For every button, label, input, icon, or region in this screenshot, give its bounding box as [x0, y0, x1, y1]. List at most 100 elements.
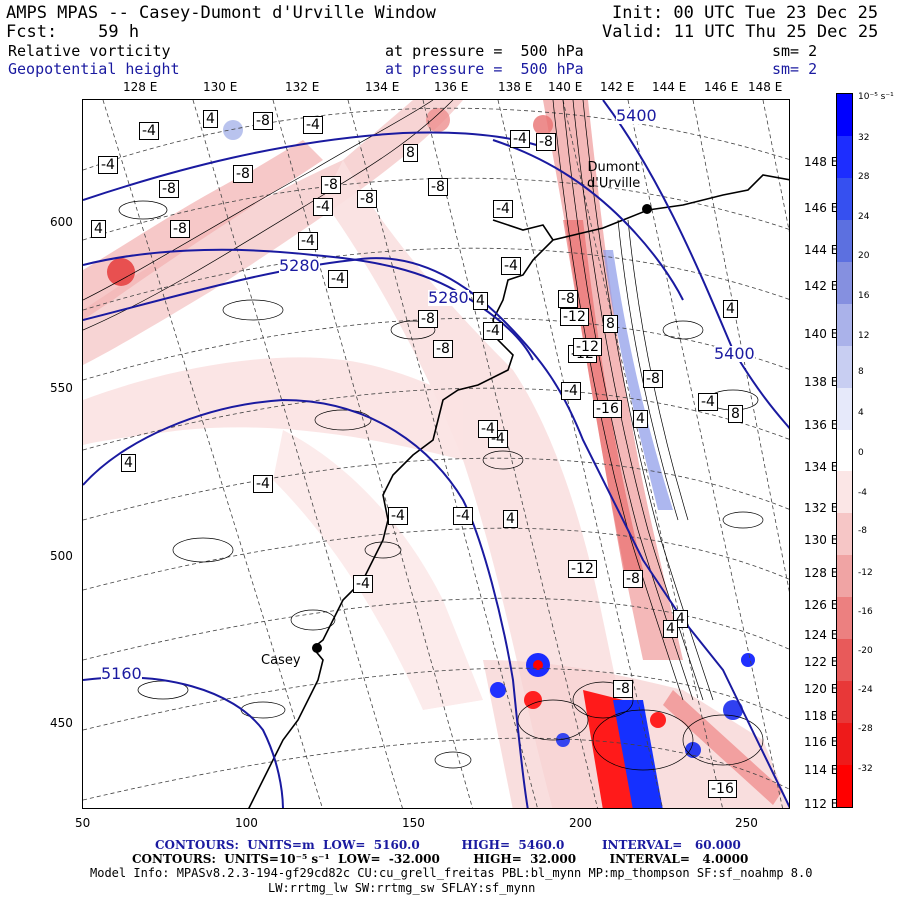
colorbar-label: -32: [858, 764, 873, 774]
vorticity-label: -4: [328, 270, 348, 288]
vorticity-label: -4: [483, 322, 503, 340]
colorbar-segment: [837, 219, 852, 263]
right-longitude-label: 132 E: [804, 501, 839, 515]
colorbar-segment: [837, 471, 852, 514]
vorticity-label: 8: [403, 144, 418, 162]
left-axis-tick: 450: [50, 716, 73, 730]
right-longitude-label: 118 E: [804, 709, 839, 723]
field1-smoothing: sm= 2: [772, 42, 818, 60]
vorticity-label: -8: [357, 190, 377, 208]
colorbar-label: -28: [858, 724, 873, 734]
colorbar-label: 12: [858, 331, 870, 341]
right-longitude-label: 140 E: [804, 327, 839, 341]
lat-lon-grid: [83, 100, 789, 808]
colorbar-label: -20: [858, 646, 873, 656]
top-longitude-label: 146 E: [704, 80, 739, 94]
vorticity-label: -8: [418, 310, 438, 328]
right-longitude-label: 116 E: [804, 735, 839, 749]
left-axis-tick: 500: [50, 549, 73, 563]
right-longitude-label: 130 E: [804, 533, 839, 547]
height-contour-label: 5400: [714, 344, 755, 363]
vorticity-label: 4: [203, 110, 218, 128]
right-longitude-label: 124 E: [804, 628, 839, 642]
right-longitude-label: 136 E: [804, 418, 839, 432]
valid-time: Valid: 11 UTC Thu 25 Dec 25: [602, 22, 879, 42]
vorticity-label: -4: [98, 156, 118, 174]
right-longitude-label: 128 E: [804, 566, 839, 580]
bottom-axis-tick: 200: [569, 816, 592, 830]
right-longitude-label: 126 E: [804, 598, 839, 612]
station-label-dumont: Dumont d'Urville: [587, 160, 641, 191]
right-longitude-label: 134 E: [804, 460, 839, 474]
colorbar-segment: [837, 555, 852, 598]
map-panel: Dumont d'Urville Casey 5400 5280 5280 5400 5…: [82, 99, 790, 809]
vorticity-contours: [83, 100, 764, 771]
vorticity-label: -4: [493, 200, 513, 218]
colorbar-label: 24: [858, 212, 870, 222]
vorticity-label: -8: [643, 370, 663, 388]
vorticity-label: -8: [428, 178, 448, 196]
bottom-axis-tick: 150: [402, 816, 425, 830]
left-axis-tick: 600: [50, 215, 73, 229]
vorticity-label: 4: [503, 510, 518, 528]
vorticity-label: -4: [253, 475, 273, 493]
map-svg: [83, 100, 789, 808]
colorbar-label: -24: [858, 685, 873, 695]
right-longitude-label: 138 E: [804, 375, 839, 389]
vorticity-label: -4: [303, 116, 323, 134]
vorticity-label: -8: [623, 570, 643, 588]
top-longitude-label: 138 E: [498, 80, 533, 94]
vorticity-label: -8: [159, 180, 179, 198]
colorbar-segment: [837, 513, 852, 556]
forecast-hour: Fcst: 59 h: [6, 22, 140, 42]
colorbar-segment: [837, 639, 852, 682]
colorbar-segment: [837, 94, 852, 137]
top-longitude-label: 128 E: [123, 80, 158, 94]
colorbar-label: 4: [858, 408, 864, 418]
right-longitude-label: 144 E: [804, 243, 839, 257]
colorbar-segment: [837, 597, 852, 640]
vorticity-label: -16: [593, 400, 622, 418]
right-longitude-label: 142 E: [804, 279, 839, 293]
vorticity-label: 4: [91, 220, 106, 238]
vorticity-shading: [83, 100, 789, 808]
chart-title: AMPS MPAS -- Casey-Dumont d'Urville Wind…: [6, 3, 436, 23]
colorbar-label: -12: [858, 568, 873, 578]
vorticity-label: 4: [633, 410, 648, 428]
colorbar-label: 32: [858, 133, 870, 143]
colorbar-label: 8: [858, 367, 864, 377]
vorticity-label: 8: [603, 315, 618, 333]
height-contour-label: 5400: [616, 106, 657, 125]
height-contour-label: 5160: [101, 664, 142, 683]
left-axis-tick: 550: [50, 381, 73, 395]
vorticity-label: -8: [321, 176, 341, 194]
colorbar-segment: [837, 765, 852, 808]
vorticity-label: -8: [170, 220, 190, 238]
colorbar-segment: [837, 723, 852, 766]
field2-name: Geopotential height: [8, 60, 180, 78]
colorbar-label: -8: [858, 526, 867, 536]
vorticity-label: -4: [139, 122, 159, 140]
field2-level: at pressure = 500 hPa: [385, 60, 584, 78]
coastline: [248, 174, 789, 808]
vorticity-label: -12: [560, 308, 589, 326]
top-longitude-label: 142 E: [600, 80, 635, 94]
footer-height-contours: CONTOURS: UNITS=m LOW= 5160.0 HIGH= 5460…: [155, 838, 741, 852]
top-longitude-label: 130 E: [203, 80, 238, 94]
vorticity-label: -4: [453, 507, 473, 525]
colorbar-segment: [837, 429, 852, 472]
field2-smoothing: sm= 2: [772, 60, 818, 78]
colorbar-segment: [837, 261, 852, 305]
footer-model-info: Model Info: MPASv8.2.3-194-gf29cd82c CU:…: [90, 866, 813, 880]
vorticity-label: -8: [536, 133, 556, 151]
colorbar-segment: [837, 177, 852, 221]
colorbar-label: -16: [858, 607, 873, 617]
top-longitude-label: 134 E: [365, 80, 400, 94]
colorbar-segment: [837, 135, 852, 179]
colorbar-label: 28: [858, 172, 870, 182]
colorbar-label: 16: [858, 291, 870, 301]
vorticity-label: -12: [573, 338, 602, 356]
vorticity-label: -4: [698, 393, 718, 411]
vorticity-label: -8: [558, 290, 578, 308]
colorbar-unit: 10⁻⁵ s⁻¹: [858, 92, 894, 102]
